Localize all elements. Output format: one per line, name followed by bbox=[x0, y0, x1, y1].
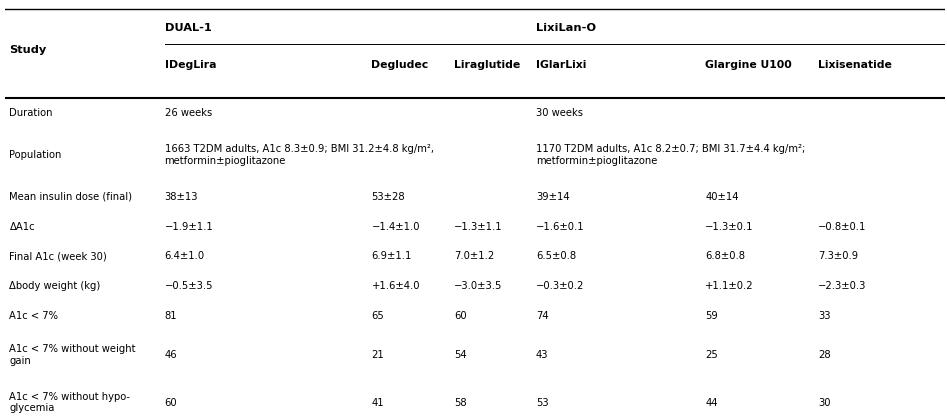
Text: IDegLira: IDegLira bbox=[165, 60, 216, 70]
Text: 6.5±0.8: 6.5±0.8 bbox=[536, 252, 576, 262]
Text: 30 weeks: 30 weeks bbox=[536, 108, 583, 118]
Text: 6.4±1.0: 6.4±1.0 bbox=[165, 252, 205, 262]
Text: 39±14: 39±14 bbox=[536, 192, 570, 202]
Text: Population: Population bbox=[9, 150, 62, 160]
Text: 58: 58 bbox=[455, 398, 467, 408]
Text: 53±28: 53±28 bbox=[371, 192, 405, 202]
Text: 7.3±0.9: 7.3±0.9 bbox=[818, 252, 858, 262]
Text: 26 weeks: 26 weeks bbox=[165, 108, 212, 118]
Text: 28: 28 bbox=[818, 350, 831, 360]
Text: A1c < 7% without hypo-
glycemia: A1c < 7% without hypo- glycemia bbox=[9, 392, 131, 414]
Text: ΔA1c: ΔA1c bbox=[9, 222, 35, 232]
Text: Final A1c (week 30): Final A1c (week 30) bbox=[9, 252, 107, 262]
Text: +1.1±0.2: +1.1±0.2 bbox=[706, 281, 754, 291]
Text: DUAL-1: DUAL-1 bbox=[165, 23, 211, 33]
Text: −1.6±0.1: −1.6±0.1 bbox=[536, 222, 584, 232]
Text: Mean insulin dose (final): Mean insulin dose (final) bbox=[9, 192, 133, 202]
Text: 40±14: 40±14 bbox=[706, 192, 739, 202]
Text: 46: 46 bbox=[165, 350, 177, 360]
Text: Degludec: Degludec bbox=[371, 60, 429, 70]
Text: −3.0±3.5: −3.0±3.5 bbox=[455, 281, 503, 291]
Text: LixiLan-O: LixiLan-O bbox=[536, 23, 597, 33]
Text: 25: 25 bbox=[706, 350, 718, 360]
Text: 7.0±1.2: 7.0±1.2 bbox=[455, 252, 494, 262]
Text: −1.3±1.1: −1.3±1.1 bbox=[455, 222, 503, 232]
Text: 43: 43 bbox=[536, 350, 548, 360]
Text: +1.6±4.0: +1.6±4.0 bbox=[371, 281, 420, 291]
Text: 6.9±1.1: 6.9±1.1 bbox=[371, 252, 412, 262]
Text: Duration: Duration bbox=[9, 108, 53, 118]
Text: 33: 33 bbox=[818, 311, 831, 321]
Text: −0.3±0.2: −0.3±0.2 bbox=[536, 281, 584, 291]
Text: 53: 53 bbox=[536, 398, 548, 408]
Text: −1.3±0.1: −1.3±0.1 bbox=[706, 222, 754, 232]
Text: 81: 81 bbox=[165, 311, 177, 321]
Text: Liraglutide: Liraglutide bbox=[455, 60, 521, 70]
Text: A1c < 7%: A1c < 7% bbox=[9, 311, 59, 321]
Text: 60: 60 bbox=[165, 398, 177, 408]
Text: Δbody weight (kg): Δbody weight (kg) bbox=[9, 281, 100, 291]
Text: 54: 54 bbox=[455, 350, 467, 360]
Text: Glargine U100: Glargine U100 bbox=[706, 60, 792, 70]
Text: 44: 44 bbox=[706, 398, 718, 408]
Text: A1c < 7% without weight
gain: A1c < 7% without weight gain bbox=[9, 344, 136, 366]
Text: 59: 59 bbox=[706, 311, 718, 321]
Text: 38±13: 38±13 bbox=[165, 192, 198, 202]
Text: −1.9±1.1: −1.9±1.1 bbox=[165, 222, 213, 232]
Text: 65: 65 bbox=[371, 311, 384, 321]
Text: −0.5±3.5: −0.5±3.5 bbox=[165, 281, 213, 291]
Text: 74: 74 bbox=[536, 311, 548, 321]
Text: 1663 T2DM adults, A1c 8.3±0.9; BMI 31.2±4.8 kg/m²,
metformin±pioglitazone: 1663 T2DM adults, A1c 8.3±0.9; BMI 31.2±… bbox=[165, 144, 434, 166]
Text: 21: 21 bbox=[371, 350, 384, 360]
Text: Lixisenatide: Lixisenatide bbox=[818, 60, 892, 70]
Text: −0.8±0.1: −0.8±0.1 bbox=[818, 222, 867, 232]
Text: −2.3±0.3: −2.3±0.3 bbox=[818, 281, 867, 291]
Text: Study: Study bbox=[9, 45, 46, 54]
Text: 1170 T2DM adults, A1c 8.2±0.7; BMI 31.7±4.4 kg/m²;
metformin±pioglitazone: 1170 T2DM adults, A1c 8.2±0.7; BMI 31.7±… bbox=[536, 144, 805, 166]
Text: −1.4±1.0: −1.4±1.0 bbox=[371, 222, 420, 232]
Text: 60: 60 bbox=[455, 311, 467, 321]
Text: 30: 30 bbox=[818, 398, 831, 408]
Text: 41: 41 bbox=[371, 398, 384, 408]
Text: IGlarLixi: IGlarLixi bbox=[536, 60, 586, 70]
Text: 6.8±0.8: 6.8±0.8 bbox=[706, 252, 745, 262]
